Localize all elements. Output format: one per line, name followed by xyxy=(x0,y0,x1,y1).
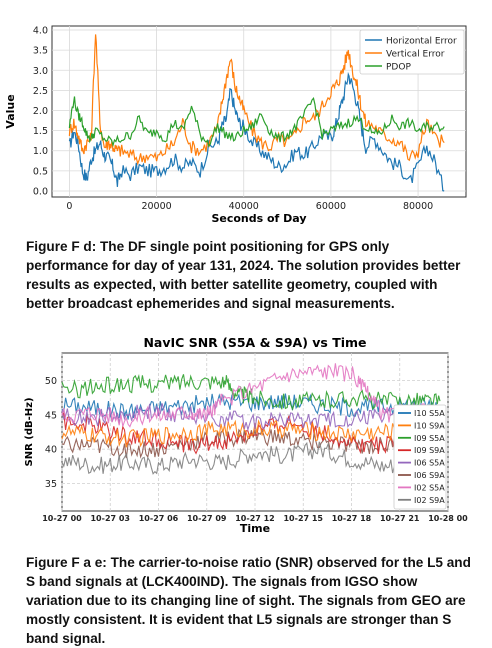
y-tick-label: 45 xyxy=(45,410,57,421)
legend-label: I02 S9A xyxy=(414,496,445,505)
legend-label: Vertical Error xyxy=(386,50,445,60)
y-tick-label: 40 xyxy=(45,445,57,456)
position-error-chart-svg: 0.0 0.5 1.0 1.5 2.0 2.5 3.0 3.5 4.0 0 20000 40000 60… xyxy=(4,25,467,225)
position-error-chart: 0.0 0.5 1.0 1.5 2.0 2.5 3.0 3.5 4.0 0 20000 40000 60… xyxy=(0,0,492,232)
y-tick-label: 0.5 xyxy=(33,166,48,177)
navic-snr-chart: NavIC SNR (S5A & S9A) vs Time 35 40 45 50 10-… xyxy=(0,333,492,550)
series-line-i02-s9a xyxy=(61,441,441,475)
x-tick-label: 10-27 12 xyxy=(235,514,275,523)
x-tick-label: 10-28 00 xyxy=(428,514,468,523)
x-tick-label: 10-27 06 xyxy=(139,514,179,523)
y-tick-label: 35 xyxy=(45,479,57,490)
y-axis-label: Value xyxy=(4,94,17,128)
x-tick-label: 10-27 03 xyxy=(90,514,130,523)
legend-label: I10 S5A xyxy=(414,409,445,418)
series-line-i09-s5a xyxy=(61,373,441,411)
series-line-i10-s9a xyxy=(61,419,441,448)
x-tick-label: 10-27 18 xyxy=(332,514,372,523)
x-tick-label: 20000 xyxy=(141,201,171,212)
legend-label: I02 S5A xyxy=(414,483,445,492)
x-axis-label: Time xyxy=(240,522,270,535)
legend-label: I09 S5A xyxy=(414,434,445,443)
x-tick-label: 40000 xyxy=(229,201,259,212)
x-tick-label: 80000 xyxy=(403,201,433,212)
y-tick-label: 3.5 xyxy=(33,46,48,57)
legend-label: Horizontal Error xyxy=(386,37,457,47)
series-line-pdop xyxy=(68,96,445,148)
chart-title: NavIC SNR (S5A & S9A) vs Time xyxy=(143,335,366,350)
y-tick-label: 4.0 xyxy=(33,26,48,37)
figure-d-caption: Figure F d: The DF single point position… xyxy=(26,239,461,311)
x-tick-label: 60000 xyxy=(316,201,346,212)
legend-label: I09 S9A xyxy=(414,446,445,455)
y-tick-label: 3.0 xyxy=(33,66,48,77)
navic-snr-chart-svg: NavIC SNR (S5A & S9A) vs Time 35 40 45 50 10-… xyxy=(24,335,468,535)
y-tick-label: 1.0 xyxy=(33,146,48,157)
y-tick-label: 1.5 xyxy=(33,126,48,137)
y-tick-label: 0.0 xyxy=(33,186,48,197)
y-tick-label: 50 xyxy=(45,376,57,387)
x-tick-label: 10-27 00 xyxy=(42,514,82,523)
legend-label: PDOP xyxy=(386,63,411,73)
series-line-horizontal-error xyxy=(68,71,445,192)
series-line-vertical-error xyxy=(68,34,445,166)
y-tick-label: 2.5 xyxy=(33,86,48,97)
x-tick-label: 10-27 15 xyxy=(283,514,323,523)
legend-label: I10 S9A xyxy=(414,421,445,430)
series-line-i10-s5a xyxy=(61,393,441,420)
series-line-i06-s5a xyxy=(61,403,441,432)
series-line-i02-s5a xyxy=(61,363,441,428)
x-tick-label: 10-27 09 xyxy=(187,514,227,523)
legend-label: I06 S9A xyxy=(414,471,445,480)
x-tick-label: 0 xyxy=(66,201,72,212)
legend-label: I06 S5A xyxy=(414,459,445,468)
y-axis-label: SNR (dB-Hz) xyxy=(24,397,35,466)
x-tick-label: 10-27 21 xyxy=(380,514,420,523)
x-axis-label: Seconds of Day xyxy=(211,212,306,225)
legend-box xyxy=(393,404,447,510)
figure-e-caption: Figure F a e: The carrier-to-noise ratio… xyxy=(26,555,471,646)
legend-box xyxy=(359,29,465,75)
y-tick-label: 2.0 xyxy=(33,106,48,117)
